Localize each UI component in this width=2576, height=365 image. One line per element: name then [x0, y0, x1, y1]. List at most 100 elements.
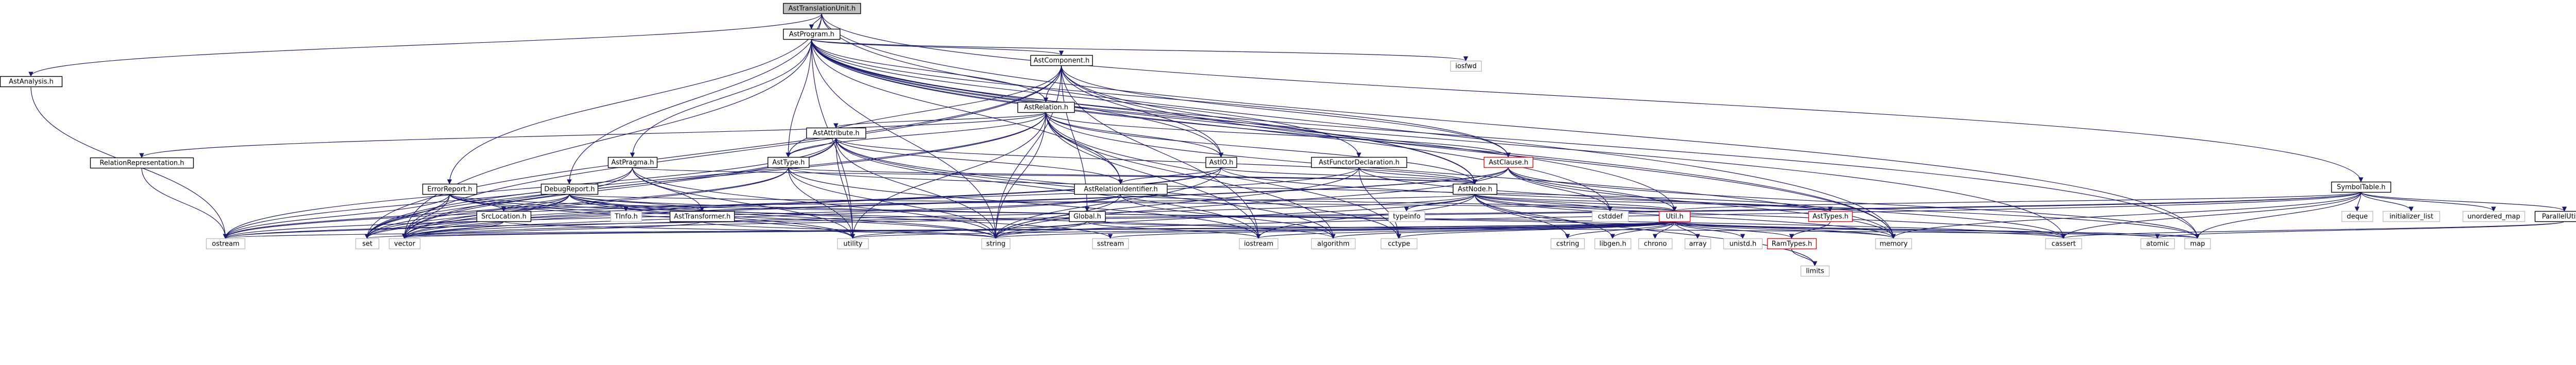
edge-astnode-to-cassert	[1474, 194, 2066, 239]
node-limits-label: limits	[1806, 268, 1824, 275]
edge-debugreport-to-asttransformer	[569, 194, 705, 212]
node-libgen-box	[1594, 238, 1632, 250]
edge-asttype-to-set	[364, 167, 789, 239]
edge-utilh-to-algorithm	[1331, 221, 1675, 239]
node-ramtypes[interactable]: RamTypes.h	[1767, 238, 1817, 250]
node-ramtypes-box	[1767, 238, 1817, 250]
edge-astprogram-to-astfunctor	[811, 39, 1362, 158]
node-memory: memory	[1875, 238, 1912, 250]
edge-asttype-to-iostream	[788, 167, 1261, 239]
edge-astprogram-to-astrelid	[811, 39, 1123, 184]
node-utilh-label: Util.h	[1666, 213, 1683, 221]
edge-astrelation-to-set	[364, 112, 1046, 239]
node-astio-box	[1205, 157, 1238, 168]
edge-astfunctor-to-cassert	[1358, 167, 2066, 239]
edge-astnode-to-libgen	[1474, 194, 1615, 239]
edge-astcomponent-to-iostream	[1061, 65, 1261, 239]
node-astclause-label: AstClause.h	[1489, 159, 1529, 167]
node-global[interactable]: Global.h	[1069, 211, 1106, 222]
edge-astnode-to-iostream	[1256, 194, 1476, 239]
node-srclocation-box	[476, 211, 532, 222]
edge-astprogram-to-cstddef	[811, 39, 1613, 212]
edge-errorreport-to-vector	[402, 194, 450, 239]
node-astio[interactable]: AstIO.h	[1205, 157, 1238, 168]
edge-astio-to-astnode	[1221, 167, 1478, 184]
node-asttypes[interactable]: AstTypes.h	[1808, 211, 1853, 222]
node-astpragma[interactable]: AstPragma.h	[607, 157, 658, 168]
edge-astclause-to-utilh	[1507, 167, 1677, 212]
edge-relrep-to-ostream	[141, 167, 228, 239]
node-ostream-label: ostream	[212, 240, 240, 248]
edge-astnode-to-cstring	[1474, 194, 1570, 239]
node-relrep[interactable]: RelationRepresentation.h	[90, 157, 194, 169]
node-asttransformer[interactable]: AstTransformer.h	[669, 211, 735, 222]
node-astclause-box	[1483, 157, 1534, 168]
edge-asttype-to-utility	[788, 167, 855, 239]
node-astnode[interactable]: AstNode.h	[1452, 183, 1498, 195]
node-astanalysis-label: AstAnalysis.h	[9, 78, 54, 86]
node-memory-box	[1875, 238, 1912, 250]
node-srclocation-label: SrcLocation.h	[481, 213, 527, 221]
node-astfunctor-label: AstFunctorDeclaration.h	[1319, 159, 1400, 167]
edge-astcomponent-to-string	[993, 65, 1062, 239]
edge-srclocation-to-vector	[402, 221, 504, 239]
edge-astattribute-to-asttype	[786, 137, 837, 158]
node-typeinfo: typeinfo	[1388, 211, 1426, 222]
node-srclocation[interactable]: SrcLocation.h	[476, 211, 532, 222]
node-cstddef-label: cstddef	[1598, 213, 1623, 221]
node-astrelid[interactable]: AstRelationIdentifier.h	[1074, 183, 1168, 195]
edge-utilh-to-chrono	[1652, 221, 1675, 239]
node-deque-box	[2341, 211, 2374, 222]
node-limits: limits	[1800, 265, 1830, 277]
node-astattribute-label: AstAttribute.h	[813, 130, 860, 137]
node-asttransformer-label: AstTransformer.h	[674, 213, 731, 221]
edge-errorreport-to-cassert	[449, 194, 2066, 239]
node-astrelid-label: AstRelationIdentifier.h	[1084, 186, 1158, 194]
node-astattribute[interactable]: AstAttribute.h	[806, 127, 867, 139]
node-astfunctor[interactable]: AstFunctorDeclaration.h	[1311, 157, 1408, 168]
node-cctype-box	[1380, 238, 1418, 250]
node-tinfo: TInfo.h	[610, 211, 642, 222]
node-root[interactable]: AstTranslationUnit.h	[783, 3, 861, 14]
node-astclause[interactable]: AstClause.h	[1483, 157, 1534, 168]
edge-utilh-to-iostream	[1256, 221, 1675, 239]
node-utilh[interactable]: Util.h	[1658, 211, 1691, 222]
edge-astprogram-to-astclause	[811, 39, 1511, 158]
node-unordmap-box	[2462, 211, 2526, 222]
node-debugreport[interactable]: DebugReport.h	[540, 183, 599, 195]
node-astcomponent-box	[1030, 55, 1093, 66]
node-astrelation-label: AstRelation.h	[1024, 104, 1068, 112]
node-asttype[interactable]: AstType.h	[767, 157, 810, 168]
node-astprogram[interactable]: AstProgram.h	[783, 28, 841, 40]
node-astanalysis[interactable]: AstAnalysis.h	[0, 76, 63, 88]
node-paralleltils[interactable]: ParallelUtils.h	[2534, 211, 2576, 222]
node-cassert-box	[2045, 238, 2082, 250]
node-atomic-label: atomic	[2146, 240, 2169, 248]
node-cassert-label: cassert	[2052, 240, 2076, 248]
edge-astrelation-to-astnode	[1045, 112, 1478, 184]
node-unistd-label: unistd.h	[1730, 240, 1757, 248]
node-astprogram-label: AstProgram.h	[789, 31, 835, 39]
node-debugreport-label: DebugReport.h	[544, 186, 595, 194]
edge-astrelid-to-utilh	[1120, 194, 1677, 212]
node-map-label: map	[2190, 240, 2205, 248]
node-astcomponent[interactable]: AstComponent.h	[1030, 55, 1093, 66]
edge-utilh-to-cstring	[1565, 221, 1675, 239]
edge-astfunctor-to-astnode	[1358, 167, 1478, 184]
node-initlist: initializer_list	[2382, 211, 2441, 222]
node-astrelation[interactable]: AstRelation.h	[1017, 101, 1075, 113]
node-atomic-box	[2140, 238, 2175, 250]
edge-astattribute-to-iostream	[835, 137, 1261, 239]
node-errorreport[interactable]: ErrorReport.h	[422, 183, 478, 195]
node-set-box	[355, 238, 380, 250]
node-astpragma-box	[607, 157, 658, 168]
node-tinfo-box	[610, 211, 642, 222]
edge-asttransformer-to-vector	[402, 221, 703, 239]
edge-astprogram-to-astrelation	[811, 39, 1048, 102]
node-sstream: sstream	[1092, 238, 1129, 250]
node-symboltable[interactable]: SymbolTable.h	[2331, 181, 2392, 193]
edge-astrelation-to-astattribute	[833, 112, 1046, 128]
node-set: set	[355, 238, 380, 250]
node-map-box	[2184, 238, 2211, 250]
edge-astprogram-to-asttype	[786, 39, 812, 158]
